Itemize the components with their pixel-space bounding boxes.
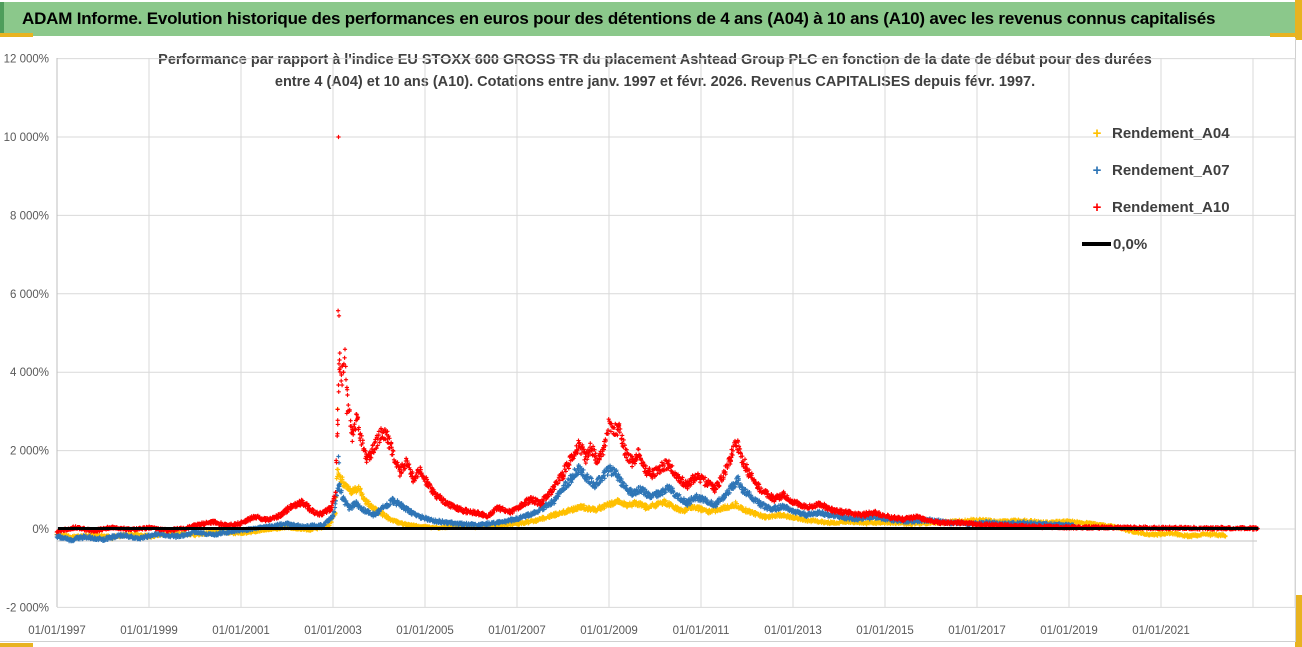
x-axis-label: 01/01/2011 xyxy=(673,625,730,637)
legend-label: Rendement_A10 xyxy=(1112,198,1230,216)
chart-bottom-border xyxy=(0,641,1296,642)
gold-strip-right-top xyxy=(1295,0,1302,40)
chart-title-line2: entre 4 (A04) et 10 ans (A10). Cotations… xyxy=(274,74,1036,90)
legend-item-rendement-a04[interactable]: + Rendement_A04 xyxy=(1082,122,1230,144)
series-rendement_a04 xyxy=(54,406,1228,542)
plus-marker-icon: + xyxy=(1092,161,1102,179)
x-axis-label: 01/01/2005 xyxy=(396,625,454,637)
gold-accent-banner-left xyxy=(0,33,33,37)
y-axis-labels: -2 000% 0% 2 000% 4 000% 6 000% 8 000% 10 000%… xyxy=(4,54,49,615)
x-axis-label: 01/01/1999 xyxy=(120,625,178,637)
x-axis-label: 01/01/2019 xyxy=(1040,625,1098,637)
banner-title: ADAM Informe. Evolution historique des p… xyxy=(22,9,1216,28)
y-axis-label: 6 000% xyxy=(10,289,49,301)
y-axis-label: 4 000% xyxy=(10,367,49,379)
legend-label: Rendement_A04 xyxy=(1112,124,1230,142)
chart-title: Performance par rapport à l'indice EU ST… xyxy=(150,49,1160,93)
legend-item-rendement-a10[interactable]: + Rendement_A10 xyxy=(1082,196,1230,218)
legend-label: Rendement_A07 xyxy=(1112,161,1230,179)
y-axis-label: 10 000% xyxy=(4,132,49,144)
x-axis-labels: 01/01/1997 01/01/1999 01/01/2001 01/01/2003… xyxy=(28,625,1190,637)
legend-item-rendement-a07[interactable]: + Rendement_A07 xyxy=(1082,159,1230,181)
legend-item-zero-line[interactable]: 0,0% xyxy=(1082,233,1147,255)
plus-marker-icon: + xyxy=(1092,124,1102,142)
chart-title-line1: Performance par rapport à l'indice EU ST… xyxy=(158,52,1152,68)
y-axis-label: 12 000% xyxy=(4,54,49,66)
x-axis-label: 01/01/2001 xyxy=(212,625,270,637)
x-axis-label: 01/01/2021 xyxy=(1132,625,1190,637)
x-axis-label: 01/01/2009 xyxy=(580,625,638,637)
gold-accent-bottom-left xyxy=(0,643,33,647)
x-axis-label: 01/01/2015 xyxy=(856,625,914,637)
y-axis-label: 2 000% xyxy=(10,446,49,458)
banner: ADAM Informe. Evolution historique des p… xyxy=(0,2,1295,36)
black-line-icon xyxy=(1082,242,1111,246)
gold-accent-banner-right xyxy=(1270,33,1295,37)
y-axis-label: 8 000% xyxy=(10,210,49,222)
plus-marker-icon: + xyxy=(1092,198,1102,216)
gold-strip-right-bottom xyxy=(1295,595,1302,647)
y-axis-label: 0% xyxy=(32,524,49,536)
x-axis-label: 01/01/2013 xyxy=(764,625,822,637)
legend-label: 0,0% xyxy=(1113,235,1148,253)
scatter-series xyxy=(54,134,1260,544)
x-axis-label: 01/01/2003 xyxy=(304,625,362,637)
banner-left-accent xyxy=(0,2,4,36)
series-rendement_a10 xyxy=(54,134,1260,535)
x-axis-label: 01/01/2007 xyxy=(488,625,546,637)
x-axis-label: 01/01/1997 xyxy=(28,625,86,637)
y-axis-label: -2 000% xyxy=(6,602,49,614)
x-axis-label: 01/01/2017 xyxy=(948,625,1006,637)
